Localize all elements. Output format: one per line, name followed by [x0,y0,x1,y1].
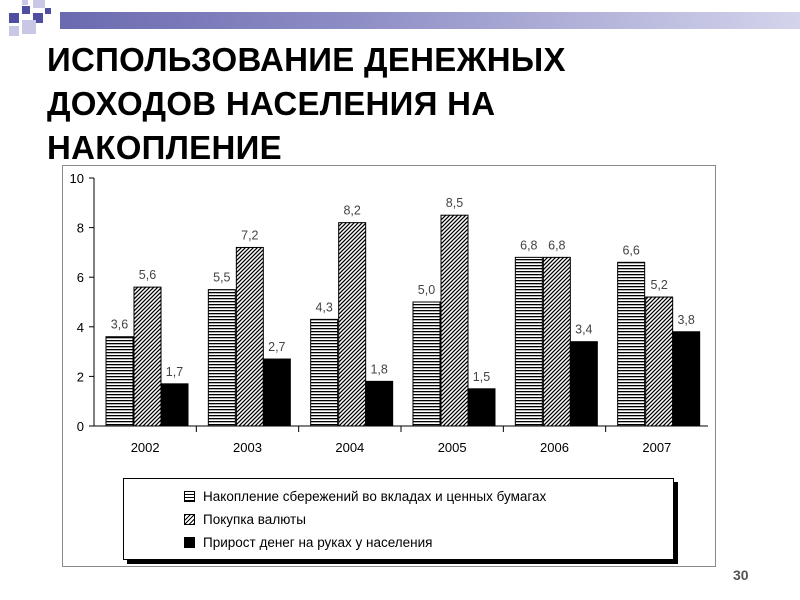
bar-2006-s3 [569,341,598,427]
y-tick-label: 10 [70,171,84,186]
legend-swatch-horizontal [184,491,195,502]
bar-2002-s1 [105,336,134,427]
bar-2003-s1 [207,289,236,427]
bar-2005-s3 [467,388,496,427]
bar-2004-s2 [338,222,367,427]
y-tick-label: 6 [77,270,84,285]
bar-2003-s2 [235,246,264,427]
bar-2005-s2 [440,214,469,427]
chart-frame: 0 2 4 6 8 10 2002 2003 2004 2005 2006 2007 3,6 5,6 1,… [62,165,716,567]
data-label: 5,0 [418,283,435,297]
data-label: 4,3 [315,300,332,314]
bar-2002-s3 [160,383,189,427]
page-number: 30 [733,567,749,583]
data-label: 6,8 [548,238,565,252]
corner-decoration [0,0,800,40]
data-label: 3,8 [677,313,694,327]
y-tick-label: 0 [77,419,84,434]
y-tick-label: 4 [77,320,84,335]
legend-item-cash: Прирост денег на руках у населения [124,531,673,554]
x-tick-label: 2004 [335,440,364,455]
bar-2005-s1 [412,301,441,427]
legend-label: Прирост денег на руках у населения [203,535,433,550]
bar-2007-s1 [617,261,646,427]
data-label: 6,6 [622,243,639,257]
legend-swatch-solid [184,537,195,548]
data-label: 5,6 [139,268,156,282]
data-label: 5,5 [213,271,230,285]
legend: Накопление сбережений во вкладах и ценны… [123,478,674,560]
legend-label: Покупка валюты [203,512,306,527]
data-labels: 3,6 5,6 1,7 5,5 7,2 2,7 4,3 8,2 1,8 5,0 8,5 1,5 6,8 6… [111,196,695,384]
bar-2003-s3 [262,358,291,427]
x-tick-label: 2003 [233,440,262,455]
data-label: 3,4 [575,323,592,337]
data-label: 8,2 [343,204,360,218]
bar-chart: 0 2 4 6 8 10 2002 2003 2004 2005 2006 2007 3,6 5,6 1,… [70,171,708,455]
x-tick-label: 2007 [642,440,671,455]
data-label: 1,5 [473,370,490,384]
page-title: ИСПОЛЬЗОВАНИЕ ДЕНЕЖНЫХ ДОХОДОВ НАСЕЛЕНИЯ… [47,41,566,166]
bar-2007-s3 [672,331,701,427]
x-tick-label: 2005 [438,440,467,455]
x-tick-label: 2002 [131,440,160,455]
data-label: 1,7 [166,365,183,379]
axes: 0 2 4 6 8 10 2002 2003 2004 2005 2006 2007 [70,171,708,455]
legend-item-currency: Покупка валюты [124,508,673,531]
data-label: 2,7 [268,340,285,354]
y-tick-label: 2 [77,369,84,384]
x-tick-label: 2006 [540,440,569,455]
bar-2004-s3 [365,380,394,427]
legend-swatch-diagonal [184,514,195,525]
data-label: 1,8 [370,362,387,376]
bars [105,214,701,427]
legend-item-savings: Накопление сбережений во вкладах и ценны… [124,485,673,508]
bar-2007-s2 [645,296,674,427]
bar-2002-s2 [133,286,162,427]
bar-2006-s2 [542,256,571,427]
y-tick-label: 8 [77,221,84,236]
legend-label: Накопление сбережений во вкладах и ценны… [203,489,547,504]
data-label: 5,2 [650,278,667,292]
bar-2004-s1 [310,318,339,427]
bar-2006-s1 [514,256,543,427]
data-label: 8,5 [446,196,463,210]
data-label: 3,6 [111,318,128,332]
data-label: 7,2 [241,228,258,242]
data-label: 6,8 [520,238,537,252]
